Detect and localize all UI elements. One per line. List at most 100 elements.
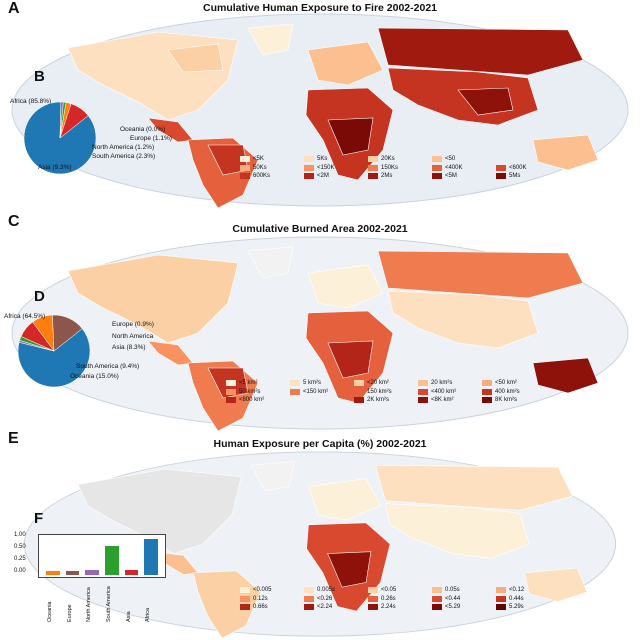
legend-swatch	[368, 604, 378, 611]
legend-swatch	[496, 587, 506, 594]
map-legend: <5 km² 5 km²s <20 km² 20 km²s <50 km² 50 km²s…	[226, 379, 546, 405]
legend-swatch	[496, 595, 506, 602]
legend-swatch	[368, 164, 378, 171]
pie-slice	[52, 314, 83, 352]
legend-swatch	[304, 595, 314, 602]
panel-exposure-per-capita: E Human Exposure per Capita (%) 2002-202…	[0, 426, 640, 639]
panel-letter: E	[8, 430, 19, 447]
legend-item: <400 km²	[418, 388, 482, 397]
legend-item: 5Ks	[304, 155, 368, 164]
panel-burned-area: C Cumulative Burned Area 2002-2021 D Afr…	[0, 213, 640, 432]
bar-category-label: North America	[86, 587, 93, 622]
panel-letter: A	[8, 0, 20, 17]
bar-category-label: Europe	[66, 604, 73, 622]
bar-category-label: Africa	[145, 607, 152, 622]
legend-swatch	[482, 388, 492, 395]
legend-item: 20Ks	[368, 155, 432, 164]
legend-label: 5 km²s	[303, 380, 321, 387]
legend-swatch	[240, 587, 250, 594]
legend-swatch	[304, 156, 314, 163]
y-tick-label: 1.00	[14, 532, 26, 538]
legend-swatch	[432, 587, 442, 594]
pie-label-north-america: North America (1.2%)	[92, 144, 155, 151]
legend-item: <2M	[304, 172, 368, 181]
legend-label: <5M	[445, 173, 457, 180]
legend-swatch	[432, 173, 442, 180]
legend-label: <8K km²	[431, 397, 454, 404]
legend-label: <2M	[317, 173, 329, 180]
legend-label: <0.12	[509, 587, 525, 594]
pie-label-africa: Africa (85.8%)	[10, 98, 52, 105]
legend-item: <20 km²	[354, 379, 418, 388]
y-tick-label: 0.25	[14, 556, 26, 562]
inset-letter: B	[34, 68, 45, 85]
legend-swatch	[354, 380, 364, 387]
legend-item: <150K	[304, 164, 368, 173]
bar-chart-frame	[38, 534, 166, 578]
legend-item: <0.005	[240, 586, 304, 595]
bar	[104, 546, 119, 575]
legend-item: 8K km²s	[482, 396, 546, 405]
legend-swatch	[432, 604, 442, 611]
legend-label: 0.12s	[253, 595, 268, 602]
legend-swatch	[304, 604, 314, 611]
pie-chart	[17, 314, 91, 388]
pie-chart	[23, 101, 97, 175]
legend-item: <400K	[432, 164, 496, 173]
legend-swatch	[418, 397, 428, 404]
legend-item: 5.29s	[496, 603, 560, 612]
inset-letter: D	[34, 288, 45, 305]
legend-item: 5 km²s	[290, 379, 354, 388]
legend-item: 0.12s	[240, 595, 304, 604]
legend-swatch	[496, 173, 506, 180]
legend-label: 600Ks	[253, 173, 271, 180]
pie-slice	[17, 328, 91, 388]
legend-item: <0.26	[304, 595, 368, 604]
pie-label-asia: Asia (9.3%)	[38, 164, 72, 171]
legend-label: 5Ks	[317, 156, 328, 163]
legend-swatch	[240, 164, 250, 171]
legend-label: <50 km²	[495, 380, 517, 387]
legend-swatch	[240, 173, 250, 180]
legend-label: 20Ks	[381, 156, 395, 163]
legend-swatch	[226, 397, 236, 404]
legend-swatch	[482, 397, 492, 404]
panel-title: Cumulative Human Exposure to Fire 2002-2…	[203, 2, 437, 14]
legend-swatch	[368, 587, 378, 594]
legend-label: 50Ks	[253, 164, 267, 171]
legend-label: <20 km²	[367, 380, 389, 387]
pie-label-south-america: South America (9.4%)	[76, 363, 140, 370]
legend-swatch	[368, 156, 378, 163]
pie-label-oceania: Oceania (15.0%)	[70, 373, 119, 380]
bar	[144, 539, 159, 575]
panel-exposure: A Cumulative Human Exposure to Fire 2002…	[0, 0, 640, 213]
legend-item	[290, 396, 354, 405]
legend-label: 0.005s	[317, 587, 336, 594]
pie-label-south-america: South America (2.3%)	[92, 153, 156, 160]
legend-label: <400 km²	[431, 388, 457, 395]
legend-label: <150K	[317, 164, 335, 171]
legend-label: 5Ms	[509, 173, 521, 180]
legend-item: 0.66s	[240, 603, 304, 612]
legend-item: 50 km²s	[226, 388, 290, 397]
legend-swatch	[418, 380, 428, 387]
inset-letter: F	[34, 510, 44, 527]
bar-category-label: Asia	[125, 611, 132, 622]
legend-item: 5Ms	[496, 172, 560, 181]
legend-item: 0.44s	[496, 595, 560, 604]
legend-label: 0.66s	[253, 604, 268, 611]
legend-label: <0.44	[445, 595, 461, 602]
legend-label: <800 km²	[239, 397, 265, 404]
pie-label-oceania: Oceania (0.0%)	[120, 126, 166, 133]
legend-label: 50 km²s	[239, 388, 261, 395]
legend-swatch	[482, 380, 492, 387]
legend-swatch	[432, 164, 442, 171]
legend-swatch	[354, 397, 364, 404]
pie-label-africa: Africa (64.5%)	[4, 313, 46, 320]
legend-label: 2K km²s	[367, 397, 390, 404]
legend-swatch	[226, 380, 236, 387]
legend-swatch	[418, 388, 428, 395]
legend-label: <0.26	[317, 595, 333, 602]
y-tick-label: 0.50	[14, 544, 26, 550]
legend-item: <5M	[432, 172, 496, 181]
